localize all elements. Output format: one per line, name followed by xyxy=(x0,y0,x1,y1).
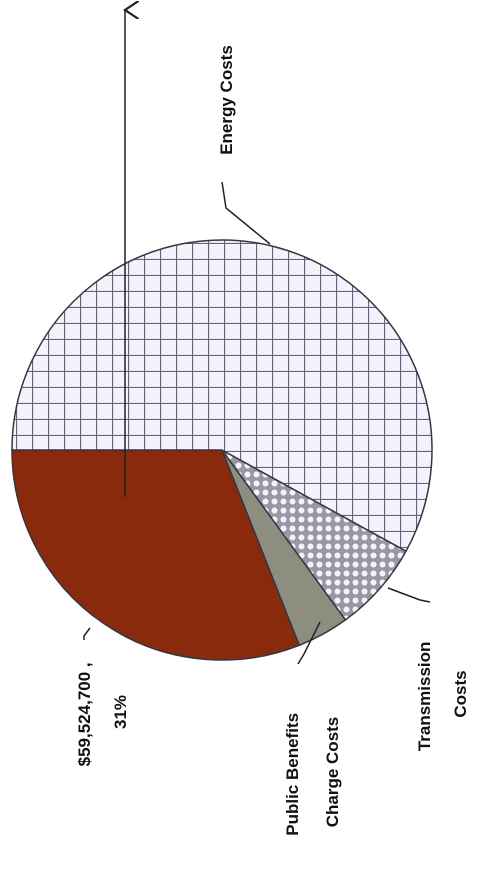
category-label: Public Benefits Charge Costs xyxy=(283,708,342,836)
label-line: Costs xyxy=(451,670,470,717)
label-line: $59,524,700 , xyxy=(75,658,94,767)
leader-line xyxy=(387,587,431,603)
label-line: Public Benefits xyxy=(283,708,302,836)
label-line: Energy Costs xyxy=(217,45,236,155)
leader-line xyxy=(221,181,271,245)
label-line: 31% xyxy=(111,695,130,729)
rotated-chart: Energy Costs Transmission Costs Public Ben… xyxy=(11,45,470,836)
category-label: Energy Costs xyxy=(217,45,236,155)
pie-slice xyxy=(11,449,301,661)
category-label: Transmission Costs xyxy=(415,637,470,751)
pie-slice xyxy=(11,239,433,553)
value-label: $59,524,700 , 31% xyxy=(75,658,130,767)
leader-line xyxy=(297,621,321,665)
label-line: Charge Costs xyxy=(323,717,342,828)
label-line: Transmission xyxy=(415,637,434,751)
leader-line xyxy=(83,627,91,640)
